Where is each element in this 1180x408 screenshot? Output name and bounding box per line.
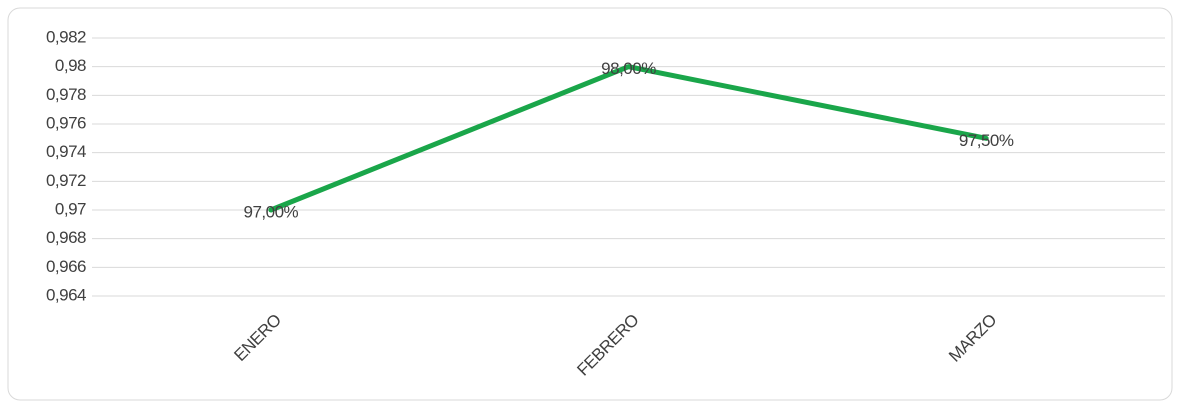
y-tick-label: 0,98 — [55, 56, 86, 75]
y-tick-label: 0,978 — [46, 85, 86, 104]
y-tick-label: 0,976 — [46, 113, 86, 132]
y-tick-label: 0,97 — [55, 199, 86, 218]
data-label: 97,50% — [959, 131, 1014, 150]
y-tick-label: 0,966 — [46, 257, 86, 276]
y-tick-label: 0,968 — [46, 228, 86, 247]
data-label: 97,00% — [243, 202, 298, 221]
y-tick-label: 0,974 — [46, 142, 86, 161]
line-series — [268, 64, 989, 213]
y-tick-label: 0,964 — [46, 285, 86, 304]
data-label: 98,00% — [601, 59, 656, 78]
y-tick-label: 0,982 — [46, 27, 86, 46]
chart-frame — [7, 7, 1173, 401]
y-tick-label: 0,972 — [46, 171, 86, 190]
